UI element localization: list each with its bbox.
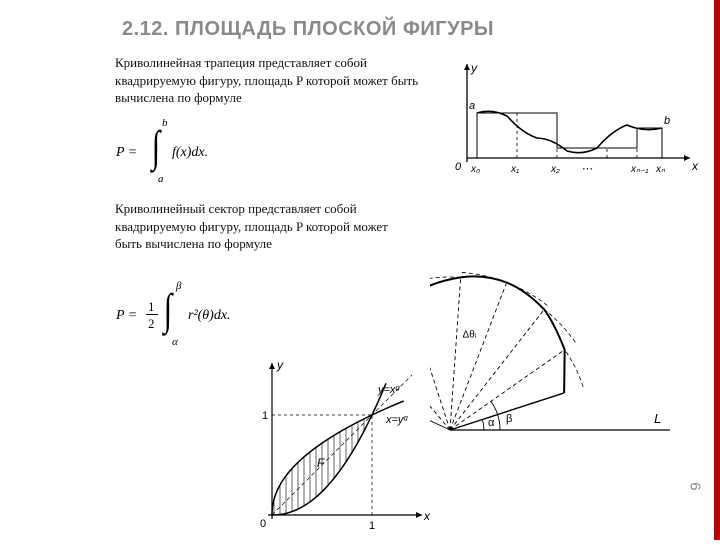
svg-text:Δθᵢ: Δθᵢ <box>463 329 477 340</box>
formula2-upper: β <box>176 280 181 292</box>
svg-text:y=xᵅ: y=xᵅ <box>377 384 400 396</box>
svg-text:β: β <box>506 413 512 425</box>
svg-text:b: b <box>664 115 670 127</box>
svg-text:L: L <box>654 411 661 426</box>
formula2-den: 2 <box>148 316 155 332</box>
svg-text:1: 1 <box>369 520 375 532</box>
formula1-integrand: f(x)dx. <box>172 145 208 161</box>
svg-text:x: x <box>691 159 699 173</box>
svg-text:F: F <box>317 456 325 470</box>
formula2-num: 1 <box>148 299 155 315</box>
svg-text:α: α <box>488 417 495 429</box>
svg-text:1: 1 <box>262 410 268 422</box>
svg-text:x₁: x₁ <box>510 164 519 175</box>
formula1-lhs: P = <box>116 145 137 161</box>
title-number: 2.12. <box>122 18 169 40</box>
diagram-trapezoid: 0 x y a b x₀ x₁ x₂ xₙ₋₁ xₙ ⋯ <box>445 60 700 190</box>
slide-number: 9 <box>687 482 704 490</box>
svg-text:xₙ₋₁: xₙ₋₁ <box>630 164 648 175</box>
formula2-lower: α <box>172 336 178 348</box>
formula1-upper: b <box>162 117 168 129</box>
diagram-region: 1 1 0 x y y=xᵅ x=yᵅ F <box>240 355 440 545</box>
svg-text:x: x <box>423 509 431 523</box>
integral-sign-1: ∫ <box>152 121 160 172</box>
svg-text:x₀: x₀ <box>470 164 480 175</box>
svg-text:⋯: ⋯ <box>582 163 593 175</box>
title-text: ПЛОЩАДЬ ПЛОСКОЙ ФИГУРЫ <box>175 18 494 40</box>
accent-bar <box>714 0 720 540</box>
formula-2: P = 1 2 β ∫ α r²(θ)dx. <box>116 278 296 358</box>
formula1-lower: a <box>158 173 164 185</box>
page-title: 2.12. ПЛОЩАДЬ ПЛОСКОЙ ФИГУРЫ <box>122 18 494 41</box>
paragraph-2: Криволинейный сектор представляет собой … <box>115 200 410 253</box>
paragraph-1: Криволинейная трапеция представляет собо… <box>115 54 450 107</box>
svg-text:0: 0 <box>260 518 266 530</box>
fraction-bar <box>146 314 158 315</box>
formula-1: P = b ∫ a f(x)dx. <box>116 115 276 195</box>
svg-text:a: a <box>469 100 475 112</box>
svg-text:x₂: x₂ <box>550 164 560 175</box>
integral-sign-2: ∫ <box>164 284 172 335</box>
svg-text:xₙ: xₙ <box>655 164 666 175</box>
svg-text:y: y <box>470 61 478 75</box>
svg-text:x=yᵅ: x=yᵅ <box>385 414 408 426</box>
svg-text:0: 0 <box>455 161 462 173</box>
svg-text:y: y <box>276 358 284 372</box>
diagram-sector: αβ Δθᵢ L <box>430 260 695 440</box>
formula2-lhs: P = <box>116 308 137 324</box>
formula2-integrand: r²(θ)dx. <box>188 308 231 324</box>
